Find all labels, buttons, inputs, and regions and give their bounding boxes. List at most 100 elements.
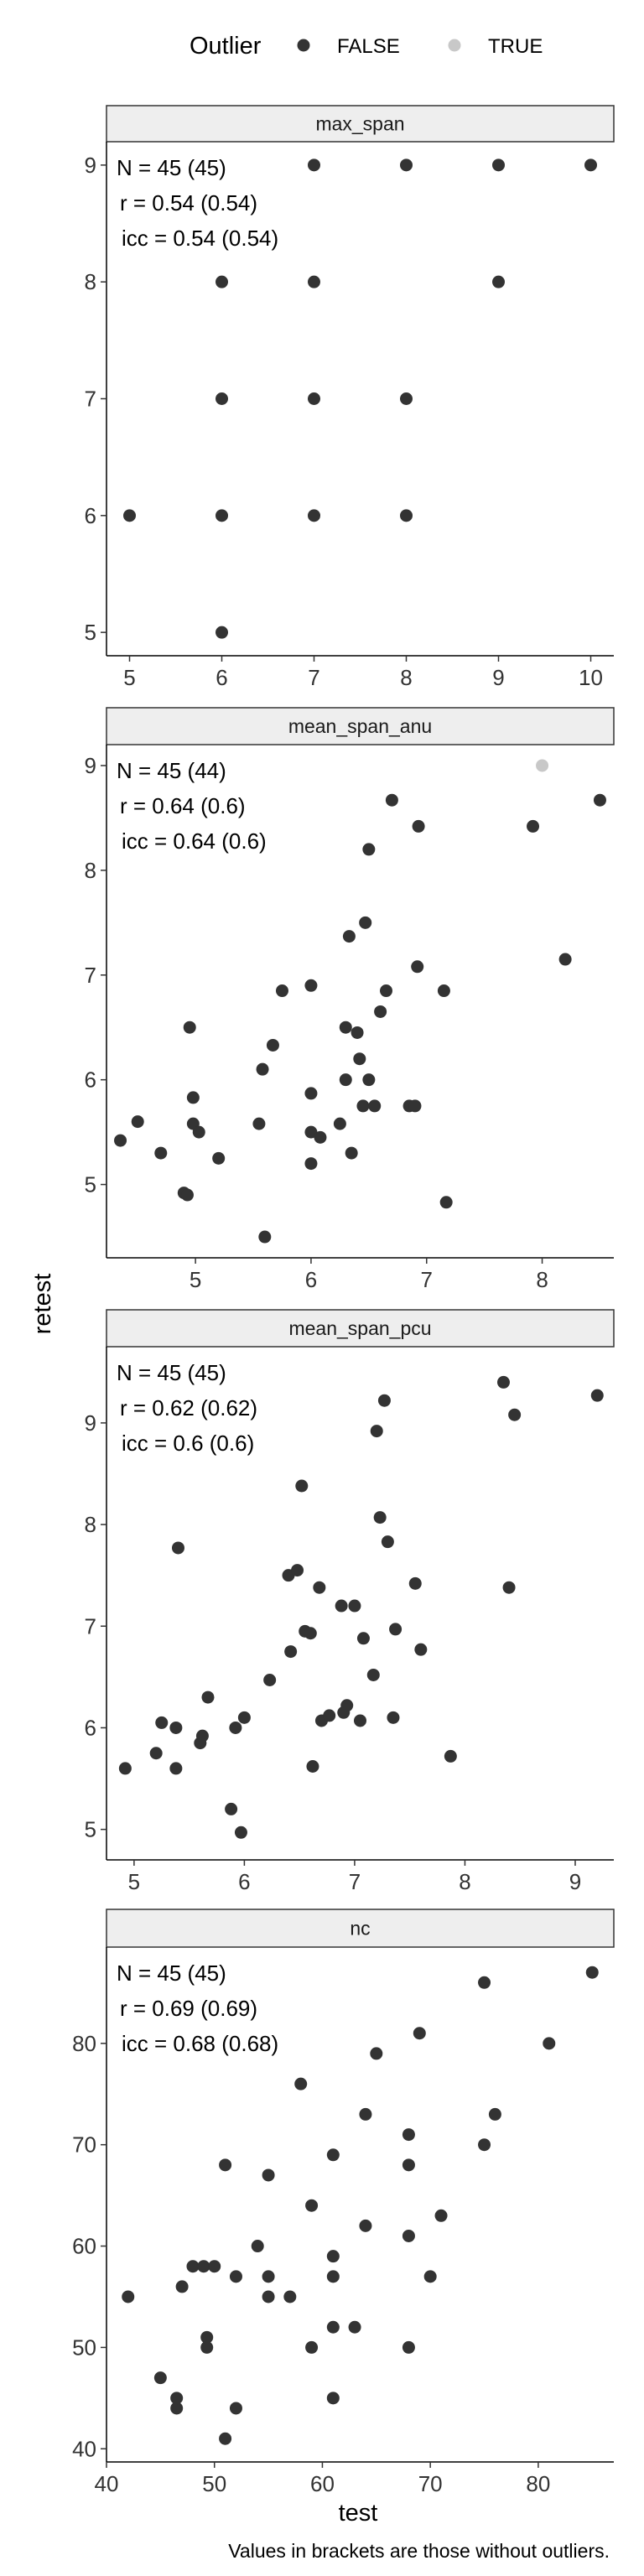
data-point [123,509,136,522]
data-point [326,2270,340,2283]
y-tick-label: 6 [85,503,96,528]
strip-max_span [106,105,615,143]
data-point [362,843,376,856]
data-point [208,2260,221,2273]
y-tick-label: 6 [85,1067,96,1093]
data-point [237,1711,251,1724]
data-point [216,275,228,288]
x-tick-label: 5 [190,1267,201,1292]
data-point [402,2229,415,2242]
strip-nc [106,1909,615,1948]
data-point [590,1389,604,1402]
data-point [400,509,413,522]
legend-title: Outlier [190,33,262,60]
data-point [219,2432,232,2445]
data-point [326,2250,340,2263]
data-point [356,1632,370,1645]
x-axis-title: test [339,2500,378,2527]
data-point [439,1196,453,1209]
data-point [314,1130,327,1144]
data-point [354,1714,366,1727]
data-point [131,1115,144,1129]
panel-mean_span_anu: mean_span_anu 5 6 7 8 9 5 6 7 8 N = 45 (44) r = 0.6… [85,707,615,1292]
data-point [368,1099,382,1113]
stat-annotation: N = 45 (44) [117,758,226,783]
data-point [186,1091,200,1104]
data-point [413,2027,426,2040]
data-point [186,2260,200,2273]
data-point [295,1479,309,1493]
data-point [308,509,320,522]
data-point [348,2320,361,2334]
data-point [212,1151,226,1165]
x-tick-label: 5 [123,665,135,690]
data-point [356,1099,370,1113]
data-point [345,1146,358,1160]
data-point [508,1408,522,1421]
x-tick-label: 6 [238,1869,250,1894]
data-point [304,1157,318,1171]
data-point [154,1146,168,1160]
y-tick-label: 40 [72,2436,96,2461]
data-point [340,1699,354,1712]
data-point [169,1721,183,1734]
data-point [283,2290,297,2303]
data-point [304,1627,317,1640]
data-point [262,2290,275,2303]
data-point [201,1690,215,1704]
y-axis-title: retest [29,1274,56,1335]
y-tick-label: 9 [85,753,96,778]
x-tick-label: 9 [569,1869,581,1894]
data-point [370,1425,383,1438]
y-tick-label: 7 [85,963,96,988]
data-point [308,392,320,405]
y-tick-label: 7 [85,1613,96,1639]
x-tick-label: 60 [310,2471,335,2496]
data-point [351,1026,364,1039]
stat-annotation: N = 45 (45) [117,155,226,180]
stat-annotation: icc = 0.6 (0.6) [122,1431,254,1456]
data-point [252,1117,266,1130]
y-tick-label: 50 [72,2334,96,2360]
data-point [308,275,320,288]
data-point [385,793,398,807]
data-point [400,392,413,405]
strip-mean_span_pcu [106,1309,615,1348]
data-point [305,2340,319,2354]
data-point [304,1125,318,1139]
data-point [326,2148,340,2162]
data-point [389,1623,402,1636]
data-point [122,2290,135,2303]
strip-mean_span_anu [106,707,615,745]
data-point [381,1535,394,1549]
legend: Outlier FALSE TRUE [190,33,543,60]
data-point [306,1760,319,1774]
data-point [175,2280,189,2293]
data-point [402,2128,415,2142]
data-point [339,1073,352,1087]
data-point [155,1716,169,1729]
legend-label-true: TRUE [488,35,543,58]
panel-nc: nc 40 50 60 70 80 40 50 60 70 80 N = 45 (45) r = 0.6… [72,1909,615,2496]
data-point [359,2107,372,2121]
data-point [266,1038,279,1052]
data-point [195,1729,209,1742]
x-tick-label: 7 [349,1869,361,1894]
x-tick-label: 6 [305,1267,317,1292]
data-point [423,2270,437,2283]
data-point [304,979,318,992]
data-point [219,2158,232,2172]
data-point [335,1599,348,1613]
x-tick-label: 50 [202,2471,226,2496]
data-point [366,1668,380,1681]
data-point [380,984,393,998]
y-tick-label: 9 [85,153,96,178]
data-point [402,2158,415,2172]
data-point [412,819,425,833]
caption: Values in brackets are those without out… [228,2540,610,2562]
data-point [114,1134,127,1147]
data-point [342,930,356,943]
data-point [216,626,228,639]
data-point [478,1976,491,1989]
